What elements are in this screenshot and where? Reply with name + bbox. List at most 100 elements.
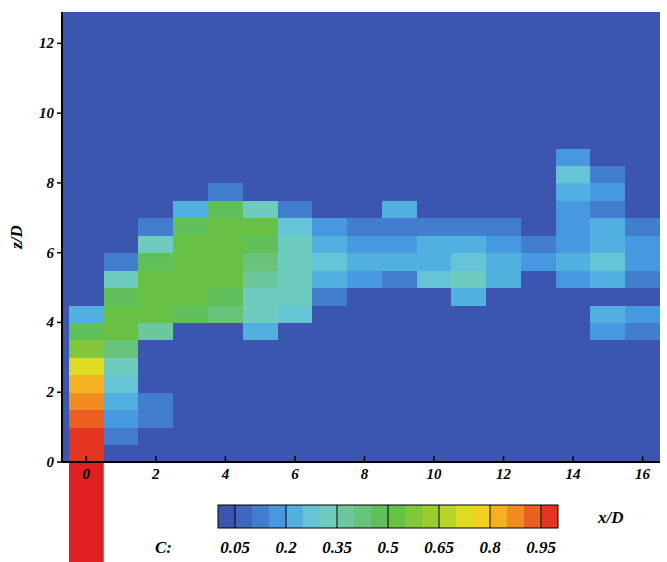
cell	[382, 375, 417, 393]
cell	[104, 78, 139, 96]
cell	[417, 183, 452, 201]
cell	[208, 235, 243, 253]
plot-background	[62, 12, 660, 462]
cell	[347, 78, 382, 96]
cell	[625, 270, 660, 288]
cell	[382, 78, 417, 96]
cell	[486, 253, 521, 271]
cell	[451, 235, 486, 253]
cell	[173, 410, 208, 428]
cell	[521, 445, 556, 462]
cell	[69, 200, 104, 218]
cell	[382, 392, 417, 410]
cell	[243, 183, 278, 201]
colorbar-band	[490, 505, 507, 528]
cell	[556, 305, 591, 323]
cell	[243, 61, 278, 79]
cell	[486, 26, 521, 44]
cell	[486, 392, 521, 410]
cell	[347, 427, 382, 445]
cell	[173, 427, 208, 445]
cell	[138, 340, 173, 358]
cell	[278, 340, 313, 358]
cell	[382, 165, 417, 183]
colorbar-band	[235, 505, 252, 528]
cell	[590, 113, 625, 131]
cell	[347, 270, 382, 288]
cell	[451, 305, 486, 323]
cell	[138, 61, 173, 79]
cell	[312, 322, 347, 340]
cell	[312, 96, 347, 114]
cell	[208, 26, 243, 44]
cell	[104, 165, 139, 183]
cell	[451, 253, 486, 271]
cell	[556, 235, 591, 253]
colorbar-band	[354, 505, 371, 528]
cell	[417, 305, 452, 323]
cell	[521, 113, 556, 131]
cell	[243, 288, 278, 306]
cell	[382, 253, 417, 271]
colorbar-frame	[218, 505, 558, 528]
cell	[69, 305, 104, 323]
cell	[243, 392, 278, 410]
cell	[625, 340, 660, 358]
cell	[590, 148, 625, 166]
cell	[521, 322, 556, 340]
cell	[486, 322, 521, 340]
colorbar-band	[541, 505, 558, 528]
cell	[347, 445, 382, 462]
cell	[451, 61, 486, 79]
cell	[486, 183, 521, 201]
cell	[173, 357, 208, 375]
x-tick-label: 12	[496, 466, 512, 482]
cell	[347, 322, 382, 340]
cell	[138, 253, 173, 271]
cell	[451, 200, 486, 218]
cell	[347, 165, 382, 183]
cell	[138, 218, 173, 236]
cell	[138, 235, 173, 253]
cell	[69, 270, 104, 288]
colorbar-band	[388, 505, 405, 528]
cell	[138, 96, 173, 114]
y-tick-label: 12	[39, 35, 55, 51]
cell	[521, 78, 556, 96]
cell	[69, 61, 104, 79]
cell	[625, 218, 660, 236]
cell	[208, 410, 243, 428]
cell	[208, 270, 243, 288]
cell	[625, 96, 660, 114]
cell	[521, 410, 556, 428]
cell	[451, 148, 486, 166]
cell	[278, 218, 313, 236]
cell	[556, 183, 591, 201]
colorbar-band	[422, 505, 439, 528]
cell	[347, 357, 382, 375]
cell	[625, 305, 660, 323]
cell	[243, 235, 278, 253]
cell	[417, 392, 452, 410]
cell	[590, 183, 625, 201]
cell	[347, 96, 382, 114]
colorbar-band	[524, 505, 541, 528]
cell	[69, 131, 104, 149]
x-tick	[294, 456, 296, 462]
cell	[243, 96, 278, 114]
cell	[278, 235, 313, 253]
cell	[278, 253, 313, 271]
cell	[243, 113, 278, 131]
colorbar-label: C:	[155, 538, 172, 557]
cell	[486, 43, 521, 61]
cell	[312, 410, 347, 428]
colorbar-tick-label: 0.35	[322, 538, 352, 557]
cell	[243, 78, 278, 96]
cell	[312, 61, 347, 79]
cell	[347, 288, 382, 306]
cell	[556, 200, 591, 218]
cell	[312, 392, 347, 410]
cell	[278, 375, 313, 393]
x-tick	[364, 456, 366, 462]
cell	[208, 96, 243, 114]
